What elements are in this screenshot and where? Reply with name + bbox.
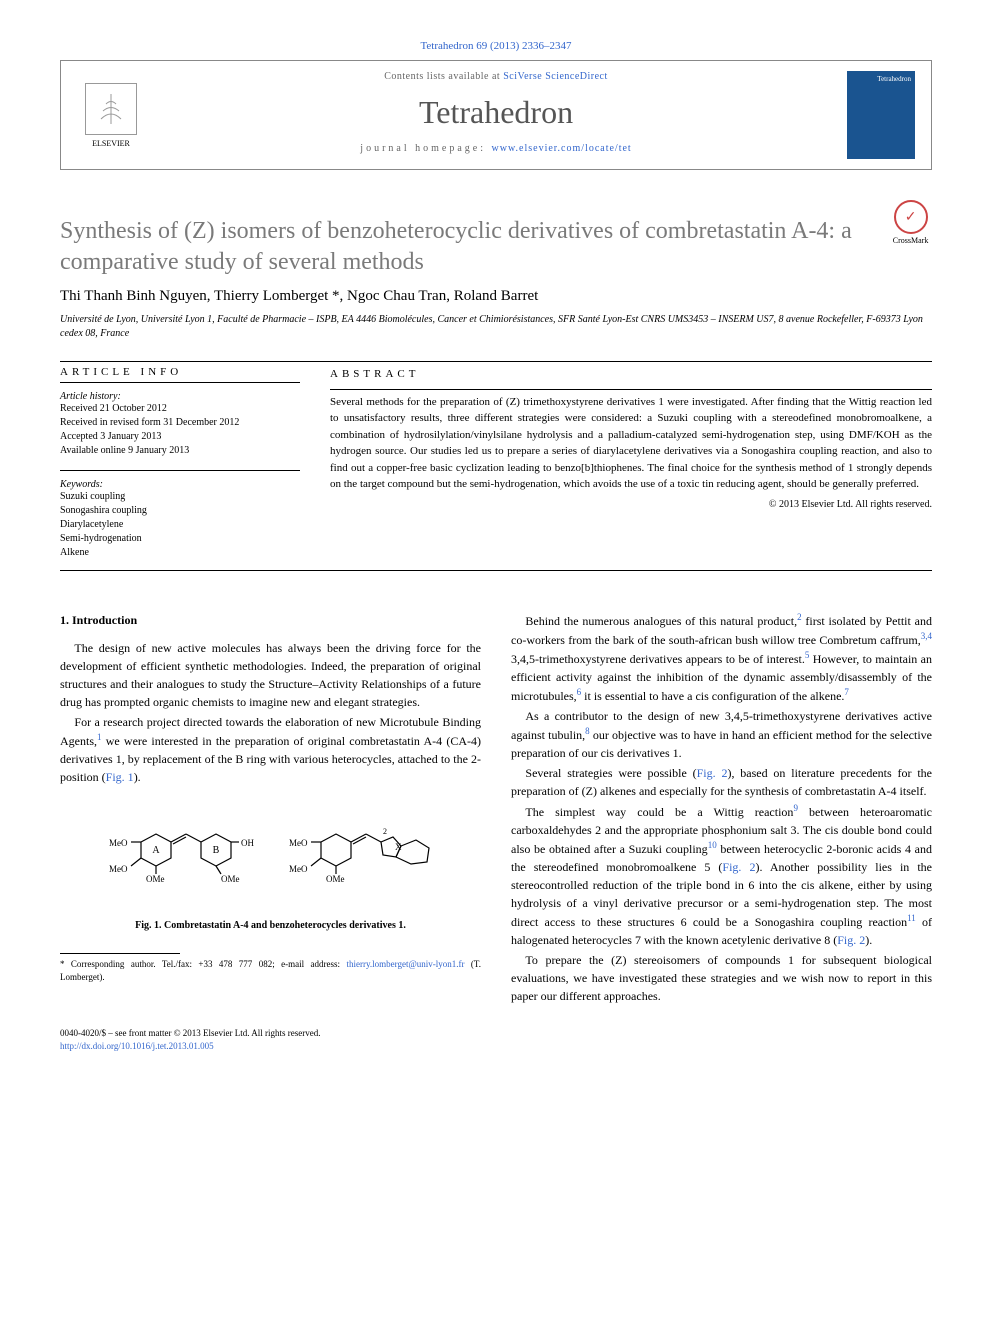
svg-text:B: B <box>212 845 219 856</box>
front-matter: 0040-4020/$ – see front matter © 2013 El… <box>60 1027 932 1040</box>
online-date: Available online 9 January 2013 <box>60 444 300 458</box>
keyword: Semi-hydrogenation <box>60 532 300 546</box>
text: ). <box>134 770 141 784</box>
svg-text:MeO: MeO <box>289 864 308 874</box>
paragraph: For a research project directed towards … <box>60 713 481 786</box>
footnote-rule <box>60 953 180 954</box>
homepage-line: journal homepage: www.elsevier.com/locat… <box>171 143 821 154</box>
paragraph: Behind the numerous analogues of this na… <box>511 611 932 705</box>
corresponding-author-footnote: * Corresponding author. Tel./fax: +33 47… <box>60 958 481 983</box>
journal-cover-thumb: Tetrahedron <box>831 61 931 169</box>
keyword: Sonogashira coupling <box>60 504 300 518</box>
rule <box>60 470 300 471</box>
article-info: ARTICLE INFO Article history: Received 2… <box>60 366 300 560</box>
right-column: Behind the numerous analogues of this na… <box>511 611 932 1007</box>
page-footer: 0040-4020/$ – see front matter © 2013 El… <box>60 1027 932 1052</box>
abstract: ABSTRACT Several methods for the prepara… <box>330 366 932 560</box>
figure-caption: Fig. 1. Combretastatin A-4 and benzohete… <box>60 918 481 933</box>
figure-1: A B OH MeO MeO OMe OMe <box>60 802 481 933</box>
keyword: Diarylacetylene <box>60 518 300 532</box>
ref-sup[interactable]: 10 <box>708 840 717 850</box>
svg-text:MeO: MeO <box>109 864 128 874</box>
cover-image: Tetrahedron <box>847 71 915 159</box>
chem-structure-svg: A B OH MeO MeO OMe OMe <box>91 802 451 912</box>
svg-text:OMe: OMe <box>221 874 240 884</box>
text: Behind the numerous analogues of this na… <box>525 614 797 628</box>
doi-link[interactable]: http://dx.doi.org/10.1016/j.tet.2013.01.… <box>60 1041 214 1051</box>
publisher-logo: ELSEVIER <box>61 61 161 169</box>
homepage-url[interactable]: www.elsevier.com/locate/tet <box>492 143 632 154</box>
keyword: Suzuki coupling <box>60 490 300 504</box>
paragraph: Several strategies were possible (Fig. 2… <box>511 764 932 800</box>
authors: Thi Thanh Binh Nguyen, Thierry Lomberget… <box>60 288 932 305</box>
ref-sup[interactable]: 11 <box>907 913 916 923</box>
crossmark-badge[interactable]: ✓ CrossMark <box>889 200 932 245</box>
journal-title: Tetrahedron <box>171 94 821 131</box>
ref-sup[interactable]: 7 <box>844 687 849 697</box>
svg-text:A: A <box>152 845 160 856</box>
svg-text:X: X <box>395 842 402 852</box>
paragraph: As a contributor to the design of new 3,… <box>511 707 932 762</box>
sciencedirect-link[interactable]: SciVerse ScienceDirect <box>503 71 608 82</box>
fig-ref[interactable]: Fig. 2 <box>837 933 865 947</box>
svg-text:OH: OH <box>241 838 254 848</box>
history-label: Article history: <box>60 391 300 402</box>
svg-text:MeO: MeO <box>289 838 308 848</box>
copyright: © 2013 Elsevier Ltd. All rights reserved… <box>330 497 932 512</box>
homepage-prefix: journal homepage: <box>360 143 491 154</box>
rule <box>60 382 300 383</box>
received-date: Received 21 October 2012 <box>60 402 300 416</box>
keywords-label: Keywords: <box>60 479 300 490</box>
text: * Corresponding author. Tel./fax: +33 47… <box>60 959 346 969</box>
fig-ref[interactable]: Fig. 1 <box>106 770 134 784</box>
contents-prefix: Contents lists available at <box>384 71 503 82</box>
abstract-text: Several methods for the preparation of (… <box>330 394 932 493</box>
journal-header: ELSEVIER Contents lists available at Sci… <box>60 60 932 170</box>
text: 3,4,5-trimethoxystyrene derivatives appe… <box>511 652 805 666</box>
rule <box>60 570 932 571</box>
elsevier-tree-icon <box>85 83 137 135</box>
ref-sup[interactable]: 3,4 <box>921 631 932 641</box>
contents-list-line: Contents lists available at SciVerse Sci… <box>171 71 821 82</box>
section-heading: 1. Introduction <box>60 611 481 629</box>
svg-text:2: 2 <box>383 827 387 836</box>
publisher-name: ELSEVIER <box>92 139 130 148</box>
text: The simplest way could be a Wittig react… <box>525 805 793 819</box>
crossmark-icon: ✓ <box>894 200 928 234</box>
crossmark-label: CrossMark <box>893 236 929 245</box>
journal-reference: Tetrahedron 69 (2013) 2336–2347 <box>60 40 932 52</box>
info-heading: ARTICLE INFO <box>60 366 300 378</box>
rule <box>330 389 932 390</box>
email-link[interactable]: thierry.lomberget@univ-lyon1.fr <box>346 959 464 969</box>
article-title: Synthesis of (Z) isomers of benzoheteroc… <box>60 216 889 278</box>
fig-ref[interactable]: Fig. 2 <box>722 860 755 874</box>
svg-text:OMe: OMe <box>326 874 345 884</box>
paragraph: The design of new active molecules has a… <box>60 639 481 711</box>
revised-date: Received in revised form 31 December 201… <box>60 416 300 430</box>
text: ). <box>865 933 872 947</box>
fig-ref[interactable]: Fig. 2 <box>697 766 728 780</box>
abstract-heading: ABSTRACT <box>330 366 932 383</box>
left-column: 1. Introduction The design of new active… <box>60 611 481 1007</box>
text: Several strategies were possible ( <box>525 766 696 780</box>
affiliation: Université de Lyon, Université Lyon 1, F… <box>60 313 932 341</box>
svg-text:OMe: OMe <box>146 874 165 884</box>
paragraph: To prepare the (Z) stereoisomers of comp… <box>511 951 932 1005</box>
accepted-date: Accepted 3 January 2013 <box>60 430 300 444</box>
svg-text:MeO: MeO <box>109 838 128 848</box>
paragraph: The simplest way could be a Wittig react… <box>511 802 932 949</box>
text: it is essential to have a cis configurat… <box>581 689 844 703</box>
rule <box>60 361 932 362</box>
keyword: Alkene <box>60 546 300 560</box>
